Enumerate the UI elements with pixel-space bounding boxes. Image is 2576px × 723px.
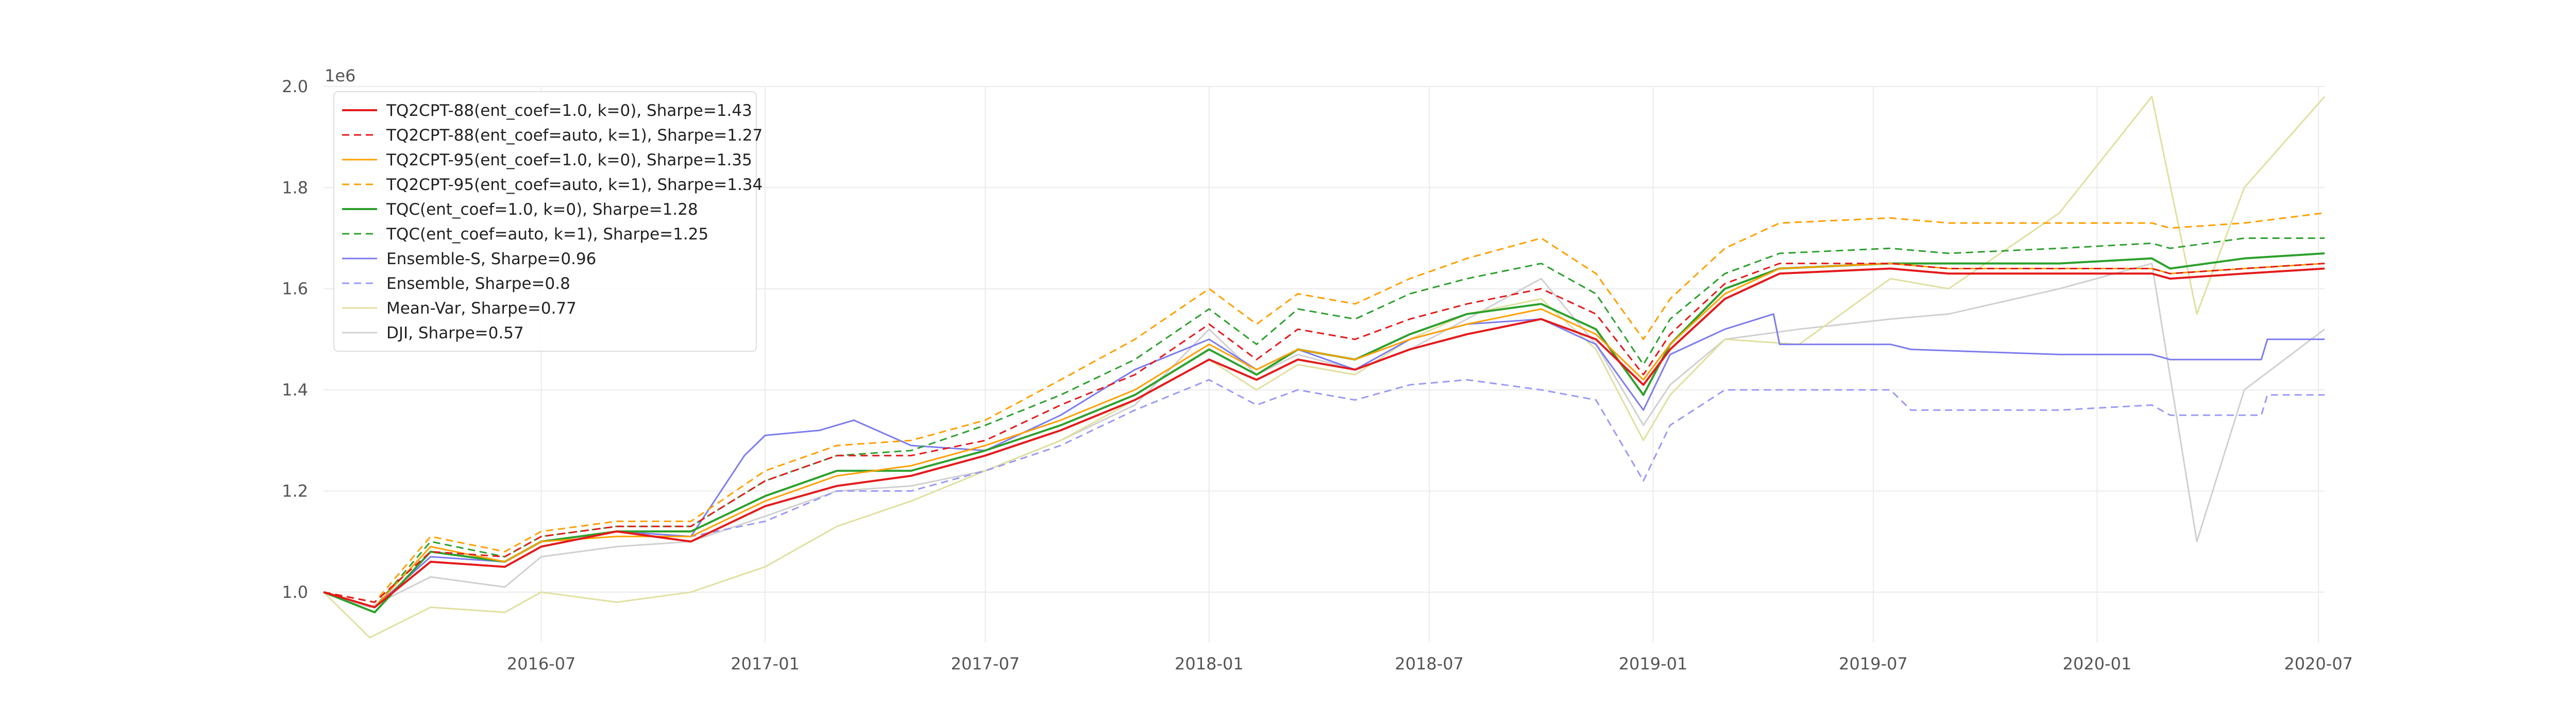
grid: [324, 86, 2325, 643]
series-lines: [323, 96, 2326, 639]
legend-entry: TQC(ent_coef=1.0, k=0), Sharpe=1.28: [386, 200, 698, 219]
x-tick-label: 2020-07: [2284, 654, 2353, 674]
series-line-2: [323, 263, 2325, 608]
series-line-7: [323, 379, 2325, 608]
y-tick-label: 1.2: [282, 481, 308, 501]
legend: TQ2CPT-88(ent_coef=1.0, k=0), Sharpe=1.4…: [333, 91, 762, 352]
legend-entry: Ensemble, Sharpe=0.8: [386, 274, 570, 293]
series-line-0: [323, 267, 2325, 609]
series-line-1: [323, 263, 2325, 603]
x-tick-label: 2016-07: [507, 654, 576, 674]
legend-entry: Mean-Var, Sharpe=0.77: [386, 299, 577, 318]
x-tick-label: 2017-07: [951, 654, 1020, 674]
x-tick-label: 2018-01: [1175, 654, 1244, 674]
series-line-6: [323, 313, 2325, 608]
legend-entry: TQ2CPT-95(ent_coef=auto, k=1), Sharpe=1.…: [386, 176, 762, 194]
legend-entry: TQ2CPT-95(ent_coef=1.0, k=0), Sharpe=1.3…: [386, 151, 752, 169]
legend-entry: TQ2CPT-88(ent_coef=1.0, k=0), Sharpe=1.4…: [386, 101, 752, 120]
series-line-9: [323, 263, 2325, 608]
legend-entry: DJI, Sharpe=0.57: [386, 324, 524, 342]
legend-entry: Ensemble-S, Sharpe=0.96: [386, 250, 596, 268]
y-axis-exponent: 1e6: [325, 66, 355, 85]
y-tick-label: 1.0: [282, 582, 308, 602]
x-tick-label: 2018-07: [1395, 654, 1464, 674]
legend-entry: TQ2CPT-88(ent_coef=auto, k=1), Sharpe=1.…: [386, 126, 762, 145]
x-tick-label: 2019-01: [1619, 654, 1688, 674]
y-tick-label: 1.6: [282, 279, 308, 299]
series-line-3: [323, 212, 2325, 603]
legend-entry: TQC(ent_coef=auto, k=1), Sharpe=1.25: [386, 225, 708, 244]
series-line-8: [323, 96, 2326, 639]
x-tick-label: 2020-01: [2063, 654, 2132, 674]
y-tick-label: 1.8: [282, 178, 308, 197]
x-tick-label: 2019-07: [1839, 654, 1908, 674]
legend-box: [333, 91, 757, 352]
x-tick-label: 2017-01: [731, 654, 800, 674]
y-tick-label: 1.4: [282, 380, 308, 400]
y-tick-label: 2.0: [282, 77, 308, 96]
axes: 1.0 1.2 1.4 1.6 1.8 2.0 2016-07 2017-01 2017-07 2…: [282, 77, 2353, 674]
